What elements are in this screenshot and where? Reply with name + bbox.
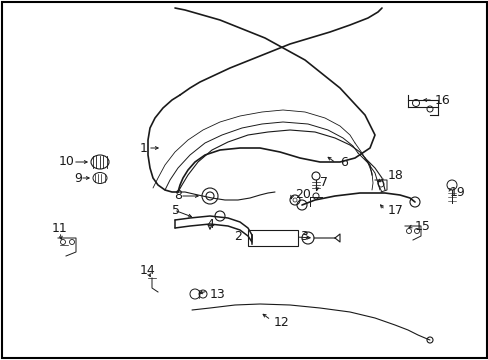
Text: 14: 14: [140, 264, 156, 276]
Text: 10: 10: [59, 156, 75, 168]
Text: 13: 13: [209, 288, 225, 301]
Text: 15: 15: [414, 220, 430, 233]
Text: 17: 17: [387, 203, 403, 216]
Text: 4: 4: [206, 217, 214, 230]
Text: 11: 11: [52, 221, 68, 234]
Text: 8: 8: [174, 189, 182, 202]
Text: 18: 18: [387, 168, 403, 181]
Text: 1: 1: [140, 141, 148, 154]
Text: 9: 9: [74, 171, 82, 184]
Text: 19: 19: [449, 185, 465, 198]
Bar: [247, 230, 297, 246]
Text: 12: 12: [273, 315, 289, 329]
Text: 7: 7: [319, 176, 327, 189]
Text: 2: 2: [234, 230, 242, 243]
Text: 20: 20: [294, 189, 310, 202]
Text: 3: 3: [299, 230, 307, 243]
Text: 5: 5: [172, 203, 180, 216]
Text: 6: 6: [339, 157, 347, 170]
Text: 16: 16: [434, 94, 450, 107]
